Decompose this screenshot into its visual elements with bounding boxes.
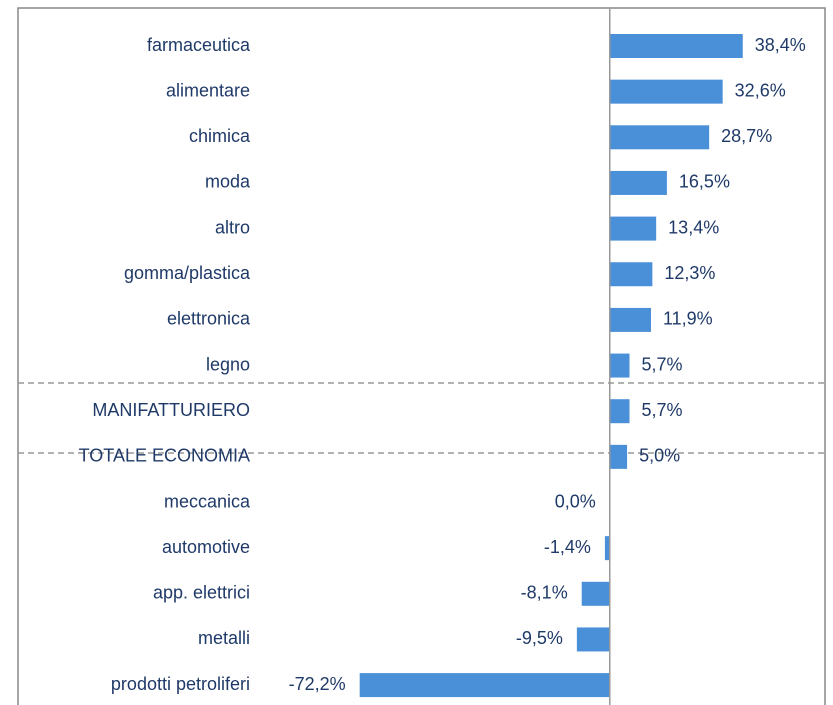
- value-label: -72,2%: [289, 674, 346, 694]
- category-label: chimica: [189, 126, 251, 146]
- value-label: 28,7%: [721, 126, 772, 146]
- category-label: app. elettrici: [153, 583, 250, 603]
- bar: [581, 581, 610, 606]
- value-label: 12,3%: [664, 263, 715, 283]
- bar: [609, 125, 710, 150]
- value-label: 11,9%: [663, 309, 713, 329]
- category-label: prodotti petroliferi: [111, 674, 250, 694]
- value-label: 13,4%: [668, 217, 719, 237]
- value-label: 5,7%: [642, 354, 683, 374]
- value-label: -1,4%: [544, 537, 591, 557]
- category-label: automotive: [162, 537, 250, 557]
- category-label: meccanica: [164, 491, 251, 511]
- category-label: legno: [206, 354, 250, 374]
- bar: [609, 399, 630, 424]
- category-label: gomma/plastica: [124, 263, 251, 283]
- value-label: -8,1%: [521, 583, 568, 603]
- category-label: farmaceutica: [147, 35, 251, 55]
- value-label: 5,7%: [642, 400, 683, 420]
- category-label: alimentare: [166, 80, 250, 100]
- value-label: 5,0%: [639, 446, 680, 466]
- bar: [609, 353, 630, 378]
- bar: [609, 307, 651, 332]
- category-label: TOTALE ECONOMIA: [79, 446, 250, 466]
- value-label: 16,5%: [679, 172, 730, 192]
- bar: [609, 262, 653, 287]
- value-label: 32,6%: [735, 80, 786, 100]
- bar: [609, 444, 628, 469]
- bar: [359, 673, 610, 698]
- bar: [609, 170, 667, 195]
- category-label: MANIFATTURIERO: [92, 400, 250, 420]
- frame: [17, 7, 826, 705]
- category-label: metalli: [198, 628, 250, 648]
- value-label: 0,0%: [555, 491, 596, 511]
- bar: [576, 627, 610, 652]
- bar: [604, 536, 610, 561]
- value-label: 38,4%: [755, 35, 806, 55]
- category-label: elettronica: [167, 309, 251, 329]
- bar: [609, 216, 657, 241]
- bar: [609, 79, 723, 104]
- bar: [609, 34, 743, 58]
- value-label: -9,5%: [516, 628, 563, 648]
- category-label: moda: [205, 172, 251, 192]
- category-label: altro: [215, 217, 250, 237]
